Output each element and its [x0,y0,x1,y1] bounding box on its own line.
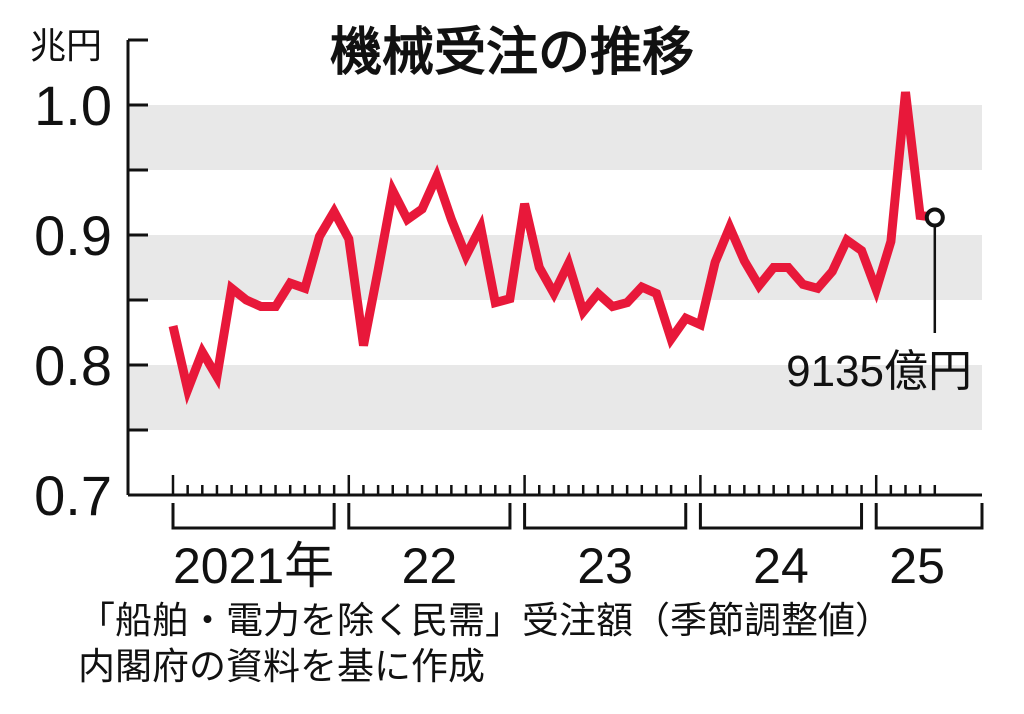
y-tick-label: 0.8 [34,334,112,397]
year-bracket [523,503,688,530]
x-axis: 2021年 22 23 24 25 [128,475,984,594]
y-tick-label: 1.0 [34,74,112,137]
y-tick-label: 0.9 [34,204,112,267]
y-unit-label: 兆円 [30,26,102,67]
grid-band-0 [128,105,982,170]
year-label: 25 [889,538,945,594]
grid-band-2 [128,365,982,430]
y-axis: 1.0 0.9 0.8 0.7 [34,38,148,527]
year-label: 22 [402,538,458,594]
last-point-marker [924,207,945,228]
source-note-line1: 「船舶・電力を除く民需」受注額（季節調整値） [78,599,892,642]
annotation-layer: 9135億円 [786,226,972,396]
source-note-line2: 内閣府の資料を基に作成 [78,645,485,688]
year-label: 24 [753,538,809,594]
series-layer [168,91,945,405]
annotation-label: 9135億円 [786,347,972,396]
year-bracket [171,503,336,530]
year-label: 23 [577,538,633,594]
year-bracket [698,503,864,530]
y-tick-label: 0.7 [34,464,112,527]
year-bracket [874,503,984,530]
year-bracket [347,503,512,530]
series-line [168,91,936,405]
chart-title: 機械受注の推移 [330,23,694,83]
year-label: 2021年 [173,538,334,594]
